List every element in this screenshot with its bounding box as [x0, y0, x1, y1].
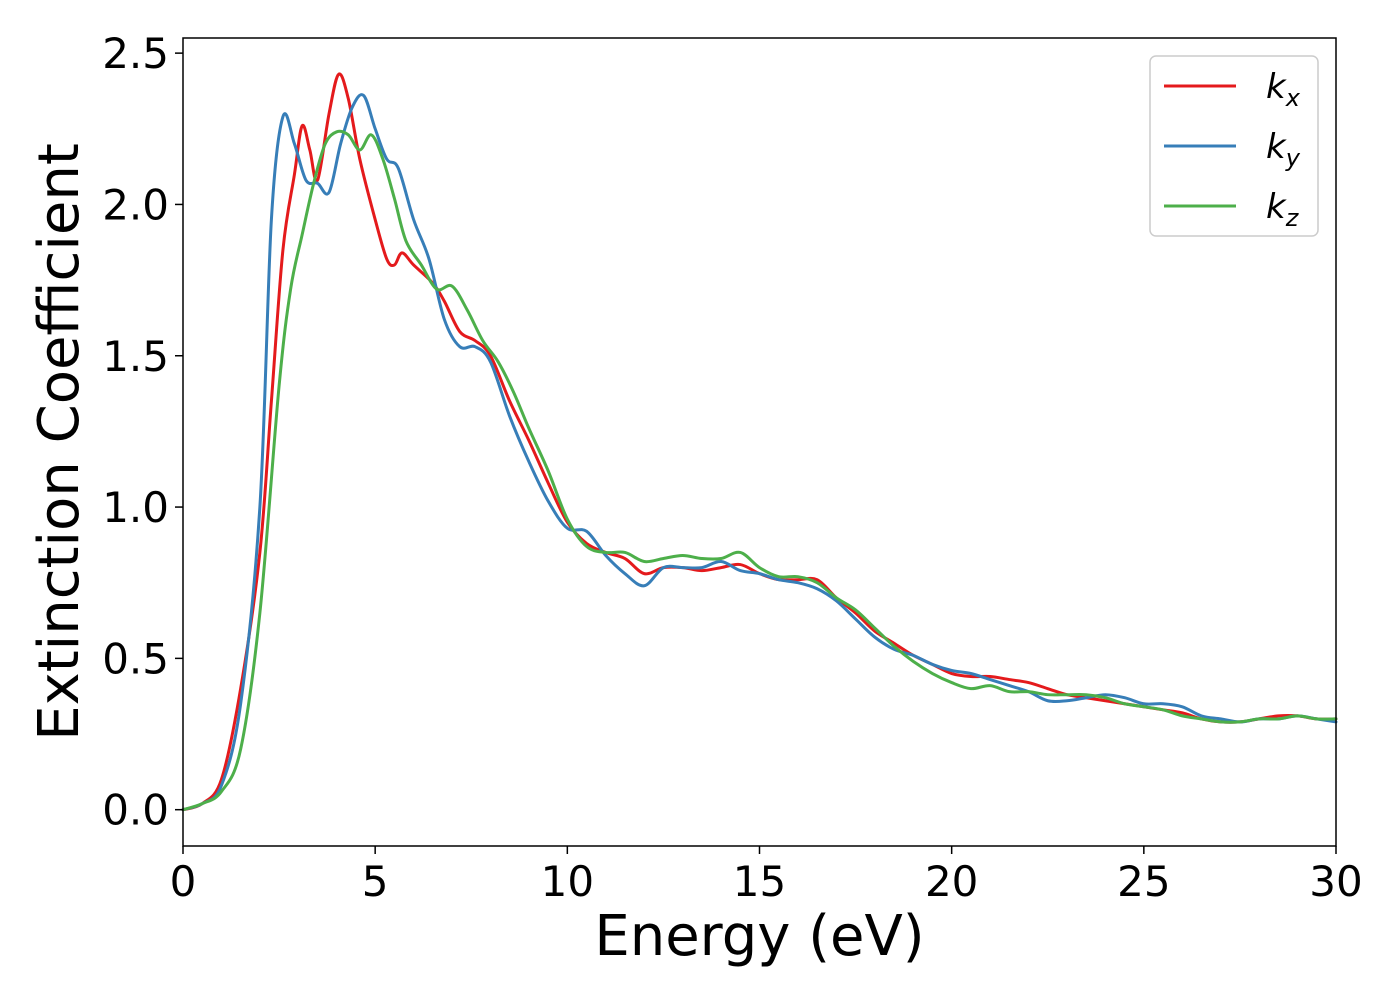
y-axis-label: Extinction Coefficient — [27, 143, 92, 741]
x-axis-label: Energy (eV) — [594, 904, 924, 969]
x-tick-label: 25 — [1117, 857, 1170, 906]
y-axis-ticks: 0.0 0.5 1.0 1.5 2.0 2.5 — [102, 29, 183, 835]
x-tick-label: 20 — [925, 857, 978, 906]
x-tick-label: 5 — [362, 857, 389, 906]
legend-label-kz: kz — [1266, 187, 1300, 232]
series-line-ky — [181, 93, 1338, 812]
y-tick-label: 0.0 — [102, 786, 169, 835]
legend-label-base: k — [1266, 127, 1287, 167]
legend-label-base: k — [1266, 67, 1287, 107]
x-axis-ticks: 0 5 10 15 20 25 30 — [170, 846, 1363, 906]
legend-label-subscript: x — [1285, 84, 1301, 112]
y-tick-label: 1.0 — [102, 483, 169, 532]
x-tick-label: 15 — [733, 857, 786, 906]
legend-label-ky: ky — [1266, 127, 1301, 172]
plot-lines — [181, 72, 1338, 812]
y-tick-label: 2.5 — [102, 29, 169, 78]
x-tick-label: 0 — [170, 857, 197, 906]
legend-label-base: k — [1266, 187, 1287, 227]
y-tick-label: 2.0 — [102, 180, 169, 229]
legend-label-subscript: y — [1285, 144, 1301, 172]
x-tick-label: 10 — [541, 857, 594, 906]
series-line-kz — [181, 129, 1338, 812]
y-tick-label: 1.5 — [102, 332, 169, 381]
x-tick-label: 30 — [1309, 857, 1362, 906]
legend-label-kx: kx — [1266, 67, 1301, 112]
legend-label-subscript: z — [1285, 204, 1300, 232]
y-tick-label: 0.5 — [102, 634, 169, 683]
